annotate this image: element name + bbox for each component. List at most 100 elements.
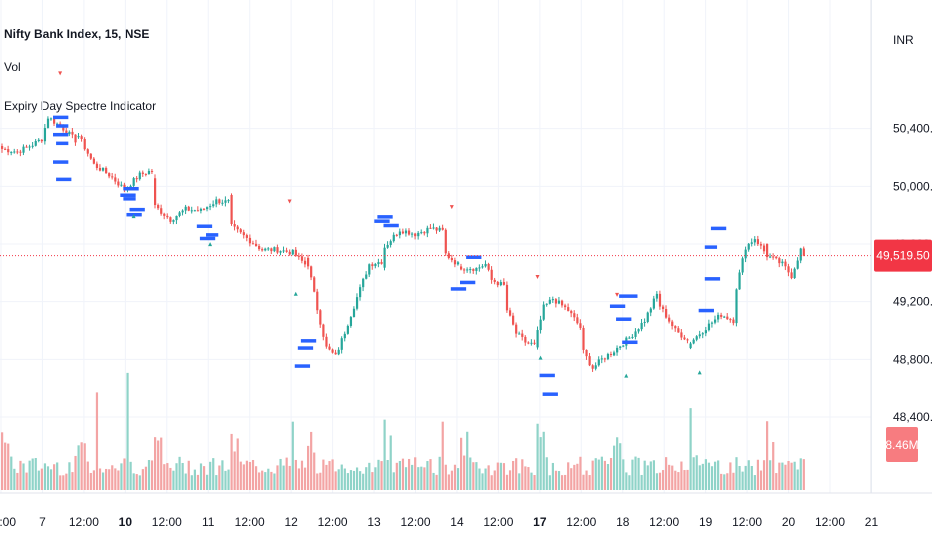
candle-body xyxy=(695,336,698,340)
volume-bar xyxy=(212,458,215,490)
candle-body xyxy=(258,245,261,250)
candle-body xyxy=(469,269,472,271)
candle-body xyxy=(196,210,200,212)
candle-body xyxy=(346,325,349,334)
time-tick-label: 12:00 xyxy=(732,515,762,529)
candle-body xyxy=(634,331,637,337)
candle-body xyxy=(444,229,447,254)
level-marker xyxy=(294,364,311,368)
candle-body xyxy=(206,207,209,210)
candle-body xyxy=(640,322,643,330)
volume-bar xyxy=(640,474,643,490)
candle-body xyxy=(490,269,493,280)
candle-body xyxy=(686,339,689,341)
volume-bar xyxy=(28,460,31,490)
volume-bar xyxy=(74,455,77,490)
candle-body xyxy=(404,230,408,234)
candle-body xyxy=(692,339,695,344)
candle-body xyxy=(747,243,750,250)
volume-bar xyxy=(661,470,665,490)
volume-bar xyxy=(695,455,698,490)
candle-body xyxy=(120,184,123,186)
volume-bar xyxy=(717,460,720,490)
candle-body xyxy=(138,172,141,180)
volume-bar xyxy=(108,469,111,490)
volume-bar xyxy=(31,458,34,490)
volume-bar xyxy=(273,473,276,490)
candle-body xyxy=(215,199,218,205)
candle-body xyxy=(300,256,304,261)
candle-body xyxy=(10,152,13,154)
volume-bar xyxy=(426,461,429,490)
candle-body xyxy=(619,346,622,348)
volume-bar xyxy=(380,461,383,490)
volume-bar xyxy=(729,462,732,490)
volume-bar xyxy=(83,443,86,490)
candle-body xyxy=(181,210,184,213)
volume-bar xyxy=(671,465,674,490)
volume-bar xyxy=(144,466,148,490)
level-marker xyxy=(622,340,638,345)
price-axis[interactable]: INR 48,400.0048,800.0049,200.0049,600.00… xyxy=(893,33,932,424)
volume-bar xyxy=(319,472,322,490)
candle-body xyxy=(386,244,389,248)
candle-body xyxy=(40,139,43,142)
level-marker xyxy=(704,277,721,281)
volume-bar xyxy=(227,469,230,490)
volume-bar xyxy=(594,458,597,490)
candle-body xyxy=(420,232,423,234)
volume-bar xyxy=(101,472,105,490)
candle-body xyxy=(460,266,463,270)
candle-body xyxy=(750,242,753,244)
time-tick-label: 12:00 xyxy=(649,515,679,529)
volume-bar xyxy=(441,421,444,490)
candle-body xyxy=(631,336,634,338)
level-marker xyxy=(466,255,482,259)
chart-title: Nifty Bank Index, 15, NSE xyxy=(4,27,150,41)
volume-bar xyxy=(190,475,193,490)
candle-body xyxy=(135,178,138,180)
candle-body xyxy=(129,185,132,188)
candle-body xyxy=(570,310,573,314)
volume-bar xyxy=(634,456,637,490)
candle-body xyxy=(551,299,554,301)
candle-body xyxy=(475,267,478,271)
volume-bar xyxy=(466,431,469,490)
volume-bar xyxy=(7,443,10,490)
candle-body xyxy=(554,299,558,304)
volume-bar xyxy=(472,462,475,490)
volume-bar xyxy=(411,464,414,490)
candle-body xyxy=(426,227,429,234)
candle-body xyxy=(282,250,285,252)
candle-body xyxy=(515,324,518,334)
indicator-markers xyxy=(53,71,727,396)
candle-body xyxy=(542,304,545,320)
volume-bar xyxy=(619,443,622,490)
candle-body xyxy=(267,248,270,250)
candle-body xyxy=(564,305,567,308)
volume-bar xyxy=(600,456,603,490)
volume-bar xyxy=(258,472,261,490)
volume-bar xyxy=(622,459,625,490)
candle-body xyxy=(616,347,619,353)
volume-bar xyxy=(279,458,282,490)
volume-bar xyxy=(349,470,353,490)
candle-body xyxy=(251,243,255,245)
time-axis[interactable]: 12:00 7 12:00 10 12:00 11 12:00 12 12:00 13 12:00 1… xyxy=(0,515,878,529)
volume-bar xyxy=(13,468,16,490)
candle-body xyxy=(726,316,729,320)
candle-body xyxy=(105,167,108,174)
candle-body xyxy=(13,151,16,153)
volume-bar xyxy=(484,468,487,490)
volume-bar xyxy=(775,473,778,490)
volume-bar xyxy=(447,474,450,490)
volume-bar xyxy=(444,464,447,490)
volume-bar xyxy=(478,468,481,490)
candle-body xyxy=(759,244,763,246)
volume-legend[interactable]: Vol xyxy=(4,60,21,74)
volume-bar xyxy=(512,460,515,490)
level-marker xyxy=(53,132,69,137)
candle-body xyxy=(334,352,337,355)
candle-body xyxy=(423,232,426,234)
